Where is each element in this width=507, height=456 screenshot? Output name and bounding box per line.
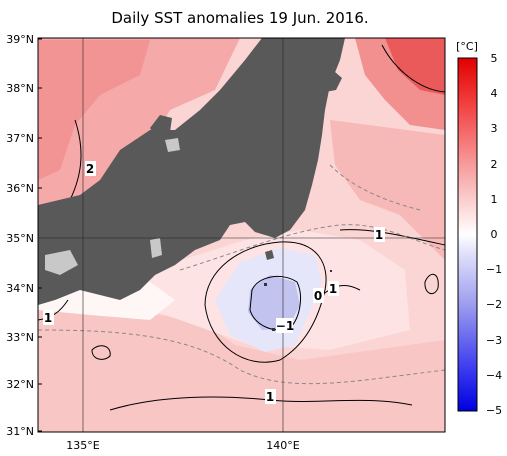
colorbar-tick: −1 (486, 263, 502, 276)
izu-oshima (265, 250, 274, 260)
lat-label: 34°N (6, 282, 34, 295)
lat-label: 38°N (6, 82, 34, 95)
contour-minus-one (249, 275, 301, 331)
lake-biwa (150, 238, 162, 258)
lake-west (45, 250, 78, 275)
lat-label: 35°N (6, 232, 34, 245)
colorbar-tick-labels: 5 4 3 2 1 0 −1 −2 −3 −4 −5 (486, 52, 502, 417)
warm-top-left-strong (38, 40, 150, 180)
axis-ticks (38, 38, 42, 432)
colorbar-unit: [°C] (456, 40, 478, 53)
colorbar-tick: 1 (491, 193, 498, 206)
contour-top-right (381, 44, 445, 93)
map-frame (37, 37, 446, 433)
contour-label: 1 (329, 282, 337, 296)
colorbar-tick: −5 (486, 404, 502, 417)
colorbar-tick: 4 (491, 87, 498, 100)
contour-label: 0 (314, 289, 322, 303)
lat-label: 36°N (6, 182, 34, 195)
colorbar-tick: −4 (486, 369, 502, 382)
cool-inner (248, 275, 300, 330)
contour-small-loop (91, 345, 111, 360)
lat-label: 33°N (6, 331, 34, 344)
colorbar: [°C] 5 4 3 2 1 0 −1 −2 −3 −4 −5 (456, 40, 502, 417)
warm-top-right-strong (385, 38, 445, 95)
contour-one-east (321, 284, 361, 296)
cool-anomaly-field (215, 248, 322, 352)
dashed-half-south (38, 329, 445, 385)
warm-right-band (330, 120, 445, 260)
island-a (264, 283, 267, 286)
dashed-half-east (329, 164, 421, 211)
island-c (330, 270, 332, 272)
warm-south-band (38, 300, 445, 432)
contour-label: 1 (266, 390, 274, 404)
lon-label: 140°E (266, 439, 299, 452)
noto-peninsula (150, 115, 172, 140)
dashed-half-north (179, 224, 445, 271)
contour-island-ring (424, 273, 439, 295)
contour-zero (204, 241, 327, 363)
colorbar-tick: 0 (491, 228, 498, 241)
contour-one-right (339, 229, 445, 246)
longitude-labels: 135°E 140°E (66, 439, 299, 452)
contour-label: 2 (86, 162, 94, 176)
lat-label: 37°N (6, 132, 34, 145)
lat-label: 32°N (6, 378, 34, 391)
dashed-contours (38, 164, 445, 385)
islands (264, 270, 332, 331)
contour-one-west (38, 299, 69, 321)
contour-label: 1 (375, 228, 383, 242)
contour-label-group: 2 1 1 0 1 −1 1 (43, 161, 385, 404)
sst-map (38, 38, 445, 432)
map-title: Daily SST anomalies 19 Jun. 2016. (111, 9, 368, 27)
lon-label: 135°E (66, 439, 99, 452)
lat-label: 31°N (6, 425, 34, 438)
lakes (45, 138, 180, 275)
lat-label: 39°N (6, 33, 34, 46)
contour-lines (38, 44, 445, 411)
latitude-labels: 39°N 38°N 37°N 36°N 35°N 34°N 33°N 32°N … (6, 33, 34, 438)
island-b (272, 328, 275, 331)
contour-label: 1 (44, 311, 52, 325)
lake-coast (165, 138, 180, 152)
colorbar-tick: 2 (491, 158, 498, 171)
sado-island (320, 72, 342, 92)
colorbar-gradient (457, 57, 478, 412)
colorbar-tick: 5 (491, 52, 498, 65)
colorbar-tick: −2 (486, 298, 502, 311)
colorbar-tick: 3 (491, 122, 498, 135)
colorbar-tick: −3 (486, 334, 502, 347)
contour-label: −1 (276, 319, 294, 333)
